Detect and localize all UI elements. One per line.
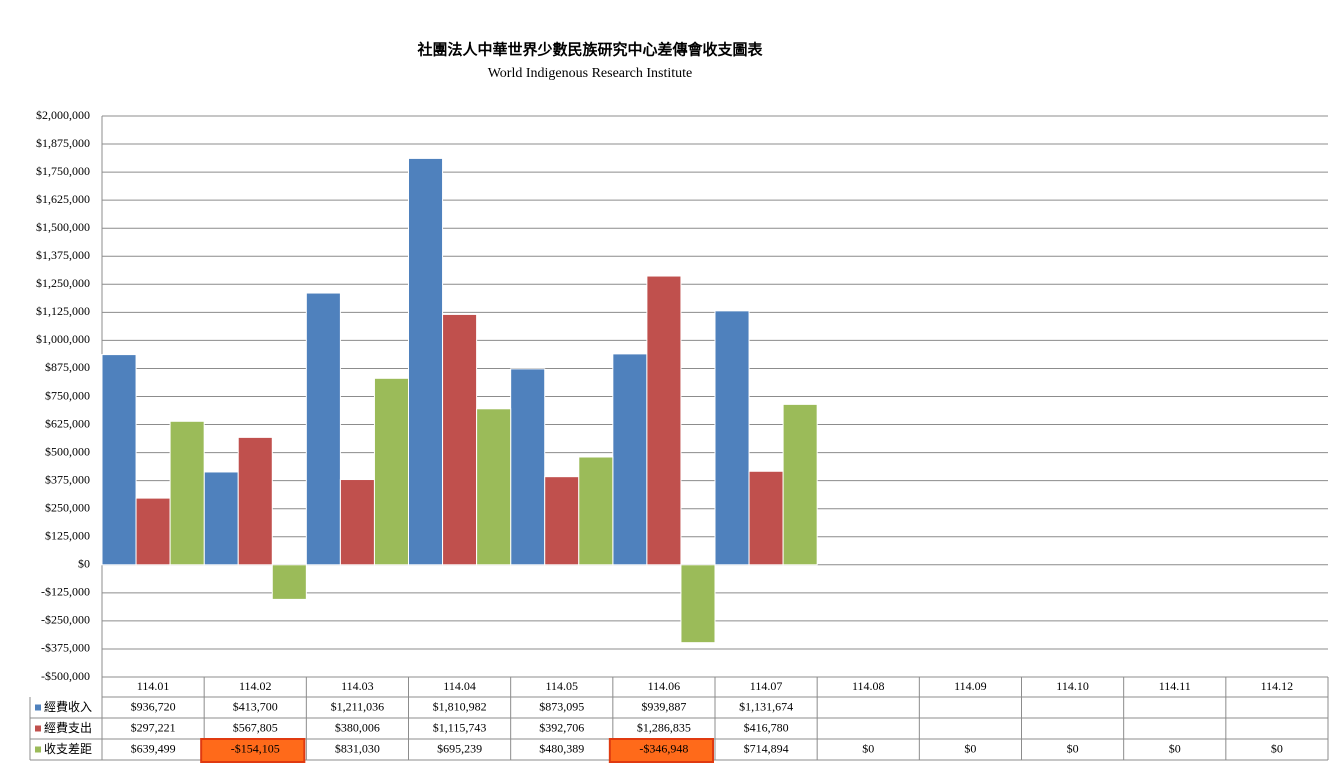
bar (442, 313, 478, 566)
bar (578, 456, 614, 566)
x-tick-label: 114.10 (1056, 679, 1089, 693)
bar (408, 157, 444, 566)
bar (680, 564, 716, 644)
y-tick-label: $875,000 (45, 360, 90, 374)
table-value: $1,115,743 (433, 720, 487, 734)
bar (203, 471, 239, 566)
legend-label: 收支差距 (44, 742, 92, 756)
table-value: $1,810,982 (433, 699, 487, 713)
bar (169, 420, 205, 566)
bar (544, 476, 580, 566)
table-value: $0 (1067, 741, 1079, 755)
y-tick-label: -$500,000 (41, 669, 90, 683)
bar (476, 408, 512, 566)
table-value: -$154,105 (231, 741, 280, 755)
y-tick-label: $1,250,000 (36, 276, 90, 290)
y-tick-label: $625,000 (45, 416, 90, 430)
y-tick-label: -$375,000 (41, 641, 90, 655)
highlight-cell (200, 738, 306, 763)
table-value: $1,131,674 (739, 699, 793, 713)
table-value: $0 (1169, 741, 1181, 755)
table-value: $480,389 (539, 741, 584, 755)
y-tick-label: $1,750,000 (36, 164, 90, 178)
y-tick-label: $1,125,000 (36, 304, 90, 318)
y-tick-label: $1,000,000 (36, 332, 90, 346)
x-tick-label: 114.05 (545, 679, 578, 693)
y-tick-label: $1,375,000 (36, 248, 90, 262)
table-value: $939,887 (641, 699, 686, 713)
table-value: $936,720 (131, 699, 176, 713)
bar (339, 479, 375, 566)
legend-swatch (35, 725, 41, 732)
x-tick-label: 114.02 (239, 679, 272, 693)
y-tick-label: $250,000 (45, 500, 90, 514)
bar (714, 310, 750, 566)
y-tick-label: $1,875,000 (36, 136, 90, 150)
x-tick-label: 114.01 (137, 679, 170, 693)
chart-title: 社團法人中華世界少數民族研究中心差傳會收支圖表 (416, 41, 763, 59)
bar (612, 353, 648, 566)
x-tick-label: 114.03 (341, 679, 374, 693)
bar (101, 354, 137, 566)
y-tick-label: $500,000 (45, 444, 90, 458)
x-tick-label: 114.04 (443, 679, 476, 693)
highlight-cell (608, 738, 714, 763)
table-value: $380,006 (335, 720, 380, 734)
bar (271, 564, 307, 600)
legend-swatch (35, 704, 41, 711)
x-tick-label: 114.09 (954, 679, 987, 693)
legend-label: 經費收入 (44, 699, 92, 714)
table-value: -$346,948 (639, 741, 688, 755)
bar (646, 275, 682, 566)
table-value: $567,805 (233, 720, 278, 734)
y-tick-label: $125,000 (45, 529, 90, 543)
table-value: $714,894 (744, 741, 789, 755)
table-value: $413,700 (233, 699, 278, 713)
x-tick-label: 114.11 (1159, 679, 1191, 693)
table-value: $1,211,036 (331, 699, 385, 713)
table-value: $297,221 (131, 720, 176, 734)
table-value: $416,780 (744, 720, 789, 734)
bar (237, 436, 273, 566)
legend-swatch (35, 746, 41, 753)
y-tick-label: -$125,000 (41, 585, 90, 599)
table-value: $0 (1271, 741, 1283, 755)
y-tick-label: $2,000,000 (36, 108, 90, 122)
bar (373, 377, 410, 566)
table-value: $695,239 (437, 741, 482, 755)
bar (748, 470, 784, 566)
x-tick-label: 114.08 (852, 679, 885, 693)
bar (305, 292, 341, 566)
bar (510, 368, 546, 566)
y-tick-label: $375,000 (45, 472, 90, 486)
legend-label: 經費支出 (44, 720, 92, 735)
bar (782, 403, 818, 566)
table-value: $0 (964, 741, 976, 755)
chart-subtitle: World Indigenous Research Institute (488, 66, 693, 81)
x-tick-label: 114.12 (1261, 679, 1294, 693)
x-tick-label: 114.06 (648, 679, 681, 693)
table-value: $831,030 (335, 741, 380, 755)
y-tick-label: -$250,000 (41, 613, 90, 627)
table-value: $873,095 (539, 699, 584, 713)
y-tick-label: $750,000 (45, 388, 90, 402)
y-tick-label: $1,625,000 (36, 192, 90, 206)
x-tick-label: 114.07 (750, 679, 783, 693)
table-value: $639,499 (131, 741, 176, 755)
y-tick-label: $0 (78, 557, 90, 571)
bar (135, 497, 171, 566)
table-value: $392,706 (539, 720, 584, 734)
table-value: $0 (862, 741, 874, 755)
table-value: $1,286,835 (637, 720, 691, 734)
y-tick-label: $1,500,000 (36, 220, 90, 234)
